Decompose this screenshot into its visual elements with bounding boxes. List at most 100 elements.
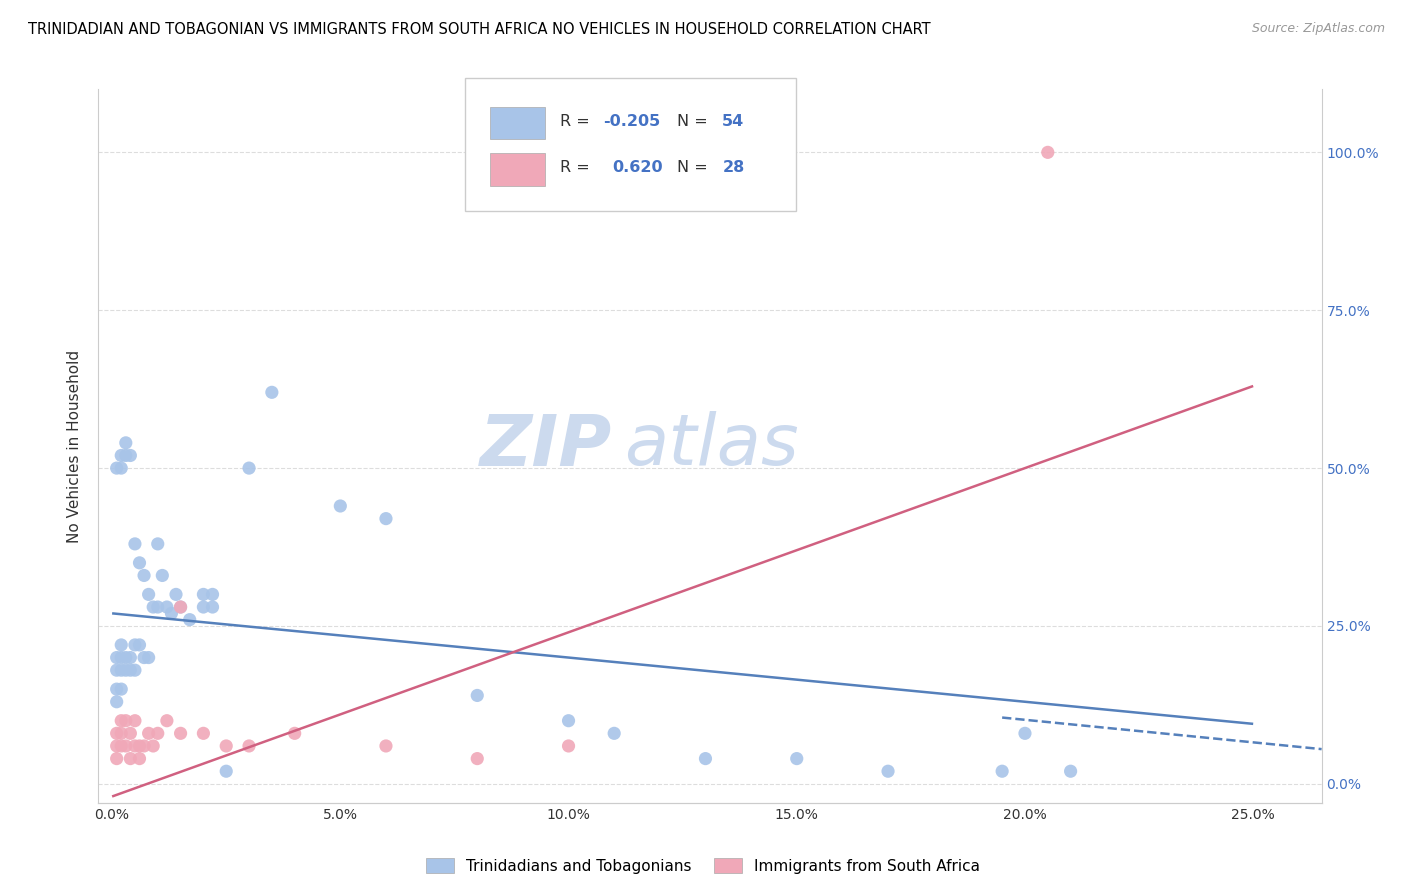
Point (110, 714, 132, 728)
Point (201, 600, 224, 615)
Point (124, 663, 146, 677)
Text: ZIP: ZIP (479, 411, 612, 481)
Point (110, 650, 132, 665)
Point (128, 739, 150, 753)
Text: R =: R = (560, 114, 595, 128)
Point (114, 714, 136, 728)
Point (260, 385, 283, 400)
Point (105, 726, 128, 740)
Text: TRINIDADIAN AND TOBAGONIAN VS IMMIGRANTS FROM SOUTH AFRICA NO VEHICLES IN HOUSEH: TRINIDADIAN AND TOBAGONIAN VS IMMIGRANTS… (28, 22, 931, 37)
Point (128, 556, 150, 570)
Point (110, 449, 132, 463)
Point (114, 739, 136, 753)
Point (138, 650, 160, 665)
Point (991, 764, 1014, 779)
Point (132, 568, 155, 582)
Point (1014, 726, 1036, 740)
Text: 28: 28 (723, 161, 745, 175)
Text: -0.205: -0.205 (603, 114, 661, 128)
Legend: Trinidadians and Tobagonians, Immigrants from South Africa: Trinidadians and Tobagonians, Immigrants… (420, 852, 986, 880)
Point (146, 726, 169, 740)
Point (120, 650, 142, 665)
Point (105, 663, 128, 677)
Text: Source: ZipAtlas.com: Source: ZipAtlas.com (1251, 22, 1385, 36)
Text: 0.620: 0.620 (612, 161, 662, 175)
Point (142, 600, 165, 615)
Point (132, 650, 155, 665)
Text: 54: 54 (723, 114, 745, 128)
Point (1059, 764, 1081, 779)
Point (120, 751, 142, 765)
Point (193, 726, 215, 740)
Point (120, 663, 142, 677)
Point (695, 751, 717, 765)
Point (1036, 145, 1059, 160)
Point (238, 739, 260, 753)
Text: R =: R = (560, 161, 595, 175)
Point (110, 682, 132, 697)
Point (110, 638, 132, 652)
Point (284, 726, 307, 740)
Point (114, 449, 136, 463)
Point (169, 600, 191, 615)
Point (110, 726, 132, 740)
Point (156, 714, 179, 728)
Point (557, 714, 579, 728)
Point (105, 751, 128, 765)
Point (329, 499, 352, 513)
Point (124, 638, 146, 652)
Point (142, 739, 165, 753)
Point (120, 726, 142, 740)
Point (215, 764, 238, 779)
Point (193, 600, 215, 615)
Point (124, 537, 146, 551)
Point (215, 739, 238, 753)
Point (169, 600, 191, 615)
Point (877, 764, 900, 779)
Point (114, 650, 136, 665)
Point (603, 726, 626, 740)
Point (375, 511, 398, 525)
Text: N =: N = (678, 114, 713, 128)
Text: N =: N = (678, 161, 713, 175)
Point (114, 435, 136, 450)
Point (124, 714, 146, 728)
Point (201, 587, 224, 601)
Point (124, 739, 146, 753)
Text: atlas: atlas (624, 411, 799, 481)
Point (156, 600, 179, 615)
Point (128, 638, 150, 652)
Point (786, 751, 808, 765)
Point (465, 751, 488, 765)
Point (105, 682, 128, 697)
Point (132, 739, 155, 753)
Point (169, 726, 191, 740)
Point (105, 695, 128, 709)
Point (465, 689, 488, 703)
Point (110, 663, 132, 677)
Point (114, 663, 136, 677)
Point (128, 751, 150, 765)
Point (193, 587, 215, 601)
Point (105, 739, 128, 753)
Bar (489, 153, 546, 186)
Point (105, 461, 128, 475)
Point (146, 537, 169, 551)
FancyBboxPatch shape (465, 78, 796, 211)
Point (238, 461, 260, 475)
Point (110, 461, 132, 475)
Point (150, 568, 173, 582)
Point (138, 726, 160, 740)
Point (557, 739, 579, 753)
Y-axis label: No Vehicles in Household: No Vehicles in Household (67, 350, 83, 542)
Point (179, 613, 201, 627)
Point (375, 739, 398, 753)
Bar (489, 107, 546, 139)
Point (160, 607, 183, 621)
Point (120, 449, 142, 463)
Point (105, 650, 128, 665)
Point (146, 600, 169, 615)
Point (110, 739, 132, 753)
Point (138, 587, 160, 601)
Point (165, 587, 187, 601)
